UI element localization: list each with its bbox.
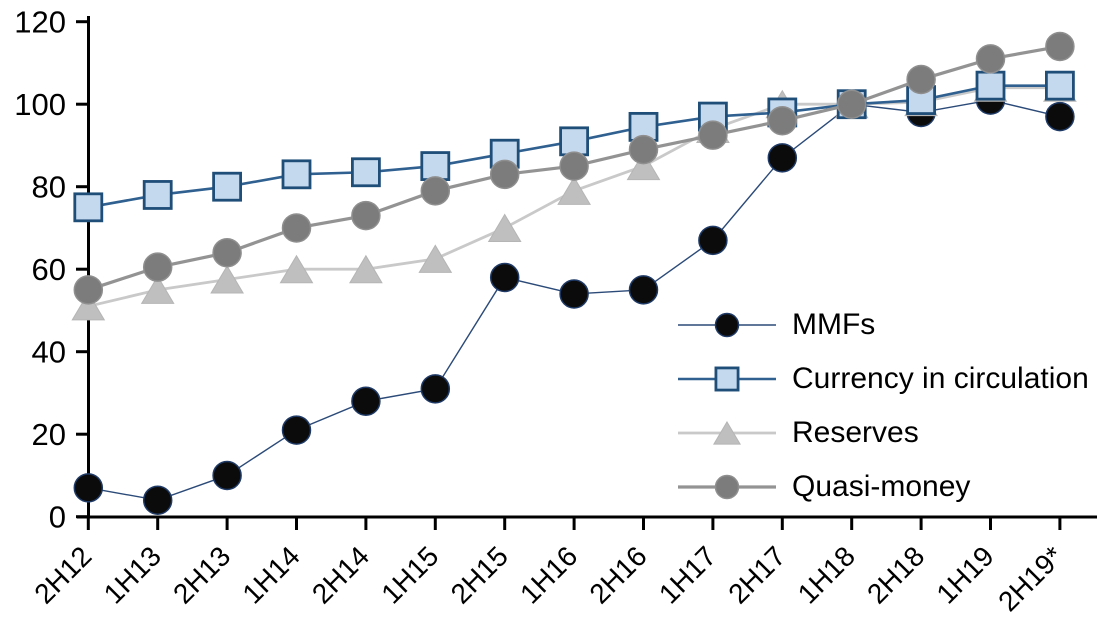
- mmfs-marker: [281, 415, 312, 445]
- x-tick-label: 2H15: [445, 540, 514, 609]
- x-tick-label: 2H19*: [992, 540, 1069, 617]
- x-tick-label: 1H15: [375, 540, 444, 609]
- reserves-marker: [210, 265, 244, 294]
- quasi-money-marker: [142, 252, 173, 282]
- quasi-money-marker: [559, 151, 589, 181]
- legend-label: MMFs: [792, 308, 876, 341]
- reserves-marker: [71, 291, 106, 321]
- quasi-money-marker: [351, 200, 381, 231]
- reserves-marker: [418, 244, 453, 273]
- legend-label: Currency in circulation: [792, 362, 1089, 395]
- currency-in-circulation-marker: [350, 157, 381, 188]
- mmfs-marker-icon: [678, 312, 776, 338]
- quasi-money-marker: [975, 44, 1006, 74]
- x-tick-label: 1H17: [653, 540, 722, 609]
- reserves-marker: [626, 151, 661, 181]
- mmfs-marker: [559, 279, 589, 309]
- series-quasi-money: [73, 31, 1075, 305]
- y-tick-label: 60: [32, 252, 66, 287]
- legend: MMFs Currency in circulation Reserves Qu…: [672, 298, 1089, 514]
- x-tick-label: 1H14: [236, 540, 305, 609]
- mmfs-marker: [489, 262, 520, 293]
- currency-in-circulation-marker: [1045, 70, 1075, 101]
- currency-marker-icon: [678, 366, 776, 392]
- legend-label: Quasi-money: [792, 470, 971, 503]
- legend-item-reserves: Reserves: [672, 406, 1089, 460]
- quasi-money-marker: [714, 474, 740, 500]
- quasi-money-marker: [836, 89, 867, 119]
- mmfs-marker: [212, 460, 242, 491]
- quasi-money-marker: [489, 159, 520, 190]
- quasi-money-marker: [420, 176, 451, 206]
- quasi-money-marker: [73, 275, 104, 305]
- x-tick-label: 2H12: [28, 540, 97, 609]
- mmfs-marker: [351, 386, 381, 416]
- quasi-money-marker-icon: [678, 474, 776, 500]
- reserves-marker: [279, 254, 314, 284]
- quasi-money-marker: [1045, 31, 1075, 62]
- mmfs-marker: [628, 275, 659, 305]
- reserves-marker: [713, 420, 741, 445]
- y-tick-label: 120: [14, 5, 66, 40]
- y-tick-label: 20: [32, 417, 66, 452]
- x-tick-label: 1H16: [514, 540, 583, 609]
- currency-in-circulation-marker: [559, 126, 589, 157]
- currency-in-circulation-marker: [281, 159, 312, 190]
- reserves-marker: [140, 275, 175, 304]
- currency-in-circulation-marker: [714, 366, 740, 392]
- reserves-marker-icon: [678, 420, 776, 445]
- reserves-marker: [557, 176, 591, 205]
- quasi-money-marker: [698, 120, 728, 150]
- x-tick-label: 2H16: [583, 540, 652, 609]
- x-tick-label: 1H19: [930, 540, 999, 609]
- y-tick-label: 100: [14, 87, 66, 122]
- quasi-money-marker: [628, 134, 659, 165]
- mmfs-marker: [767, 143, 798, 173]
- mmfs-marker: [142, 485, 173, 515]
- reserves-marker: [349, 254, 383, 284]
- y-tick-label: 80: [32, 170, 66, 205]
- legend-item-quasi-money: Quasi-money: [672, 460, 1089, 514]
- currency-in-circulation-marker: [975, 70, 1006, 101]
- mmfs-marker: [420, 374, 451, 404]
- currency-in-circulation-marker: [212, 171, 243, 202]
- y-tick-label: 0: [49, 500, 66, 535]
- legend-item-currency-in-circulation: Currency in circulation: [672, 352, 1089, 406]
- quasi-money-marker: [906, 64, 936, 95]
- legend-label: Reserves: [792, 416, 919, 449]
- mmfs-marker: [1045, 101, 1075, 132]
- mmfs-marker: [698, 225, 728, 256]
- currency-in-circulation-marker: [420, 151, 451, 181]
- mmfs-marker: [73, 473, 104, 503]
- quasi-money-marker: [767, 105, 798, 136]
- currency-in-circulation-marker: [73, 192, 104, 223]
- y-tick-label: 40: [32, 335, 66, 370]
- reserves-marker: [487, 213, 522, 242]
- quasi-money-marker: [212, 237, 242, 268]
- x-tick-label: 1H13: [98, 540, 167, 609]
- quasi-money-marker: [281, 213, 312, 243]
- x-tick-label: 2H17: [722, 540, 791, 609]
- mmfs-marker: [714, 312, 740, 338]
- currency-in-circulation-marker: [142, 180, 173, 210]
- x-tick-label: 2H13: [167, 540, 236, 609]
- legend-item-mmfs: MMFs: [672, 298, 1089, 352]
- x-tick-label: 1H18: [792, 540, 861, 609]
- x-tick-label: 2H14: [306, 540, 375, 609]
- x-tick-label: 2H18: [861, 540, 930, 609]
